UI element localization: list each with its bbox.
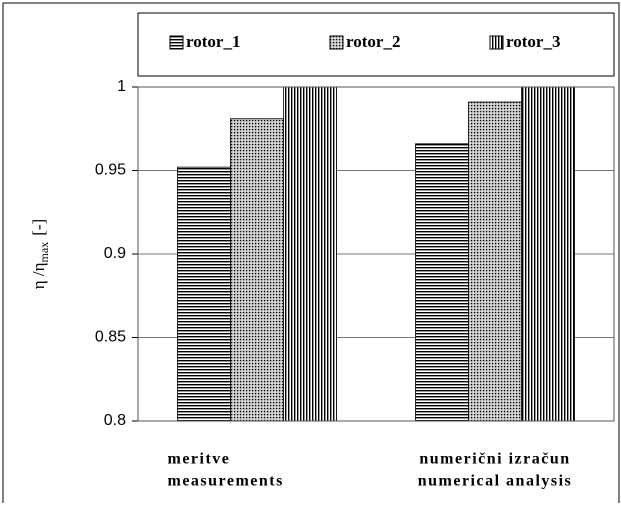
bar: [468, 101, 522, 422]
y-label-unit: [-]: [29, 219, 48, 236]
x-tick-label: meritve: [168, 451, 231, 468]
bar: [230, 118, 284, 422]
plot-frame: [137, 86, 615, 422]
y-tick-label: 0.8: [104, 412, 126, 429]
y-label-sub: max: [37, 242, 51, 263]
legend-box: [137, 12, 615, 77]
legend-swatch: [169, 35, 184, 50]
legend-label: rotor_1: [186, 32, 240, 51]
x-tick-label: numerični izračun: [419, 451, 570, 468]
y-label-main: η /η: [29, 262, 48, 289]
bar: [521, 86, 575, 422]
y-axis-label: η /ηmax [-]: [29, 219, 51, 289]
y-tick-label: 0.85: [95, 329, 126, 346]
legend-swatch: [329, 35, 344, 50]
legend-label: rotor_3: [506, 32, 560, 51]
bar: [415, 143, 469, 422]
x-tick-label: measurements: [168, 473, 284, 490]
y-tick-label: 0.9: [104, 245, 126, 262]
y-tick-label: 1: [117, 78, 126, 95]
y-tick-label: 0.95: [95, 162, 126, 179]
legend-swatch: [489, 35, 504, 50]
legend-label: rotor_2: [346, 32, 400, 51]
bar: [177, 166, 231, 422]
bar: [283, 86, 337, 422]
x-tick-label: numerical analysis: [418, 473, 573, 490]
